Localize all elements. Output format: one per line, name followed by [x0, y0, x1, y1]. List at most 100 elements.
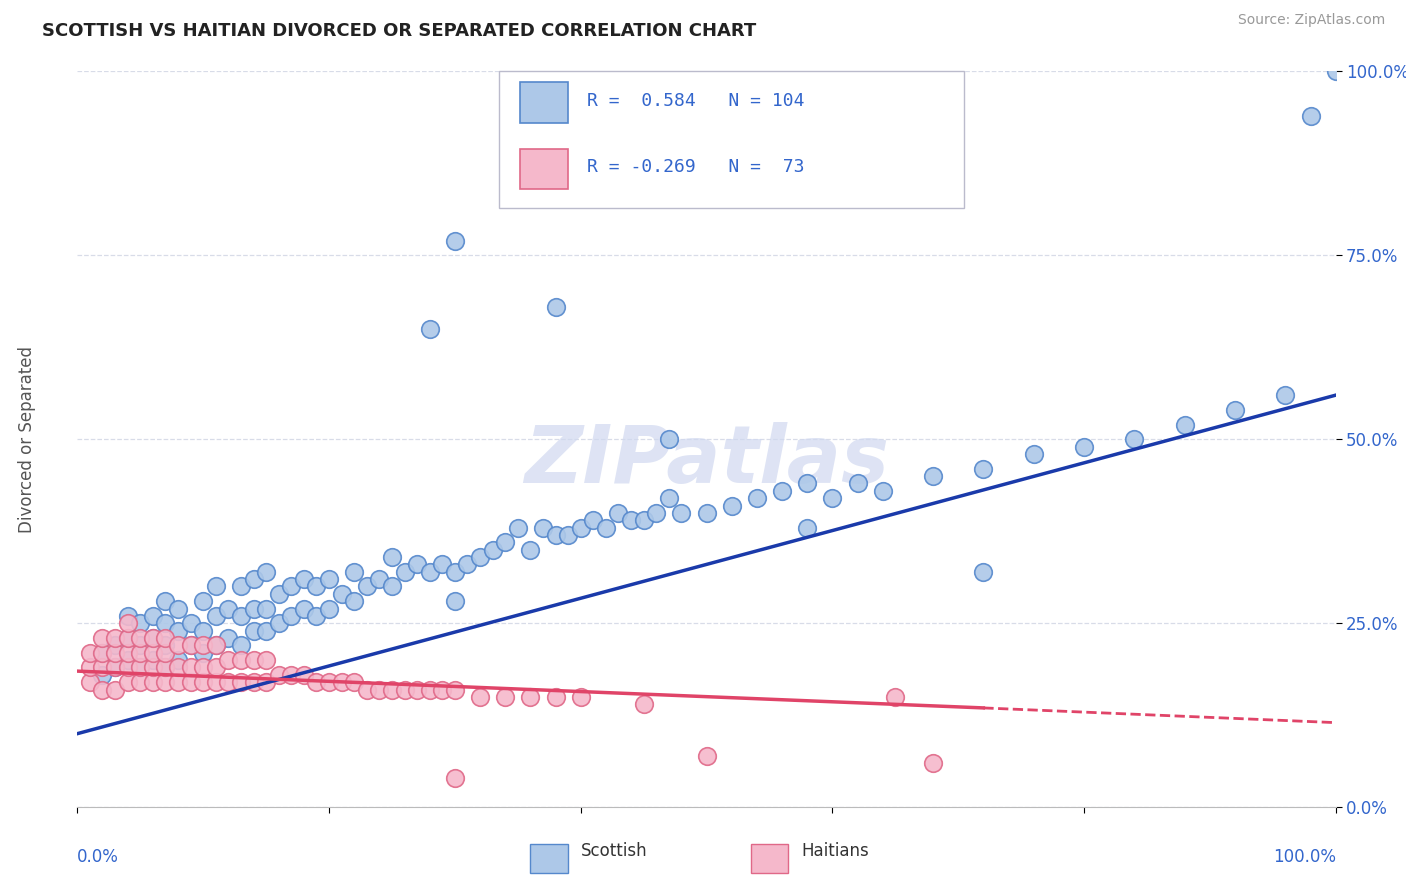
Point [129, 646, 152, 660]
Point [204, 675, 226, 690]
Point [645, 506, 668, 520]
Point [142, 660, 165, 674]
FancyBboxPatch shape [751, 844, 789, 873]
Point [254, 675, 277, 690]
Point [91, 667, 114, 681]
Point [456, 558, 478, 572]
Point [394, 565, 416, 579]
Point [142, 675, 165, 690]
Point [481, 542, 503, 557]
FancyBboxPatch shape [520, 82, 568, 123]
Point [104, 646, 127, 660]
Text: R =  0.584   N = 104: R = 0.584 N = 104 [586, 92, 804, 110]
Point [142, 631, 165, 645]
Point [406, 558, 429, 572]
Text: 100.0%: 100.0% [1272, 847, 1336, 866]
Point [343, 675, 366, 690]
Point [180, 616, 202, 631]
Point [104, 660, 127, 674]
Point [167, 601, 190, 615]
Point [658, 433, 681, 447]
Point [142, 631, 165, 645]
Point [972, 462, 994, 476]
Point [821, 491, 844, 505]
Point [155, 660, 177, 674]
Point [229, 580, 252, 594]
Point [142, 646, 165, 660]
Point [330, 587, 353, 601]
Point [305, 675, 328, 690]
FancyBboxPatch shape [499, 71, 965, 208]
Point [117, 631, 139, 645]
Point [91, 660, 114, 674]
Point [117, 631, 139, 645]
Point [204, 580, 226, 594]
Point [292, 572, 315, 586]
Point [180, 660, 202, 674]
Point [1223, 403, 1246, 417]
Point [267, 616, 290, 631]
Point [292, 667, 315, 681]
Point [254, 653, 277, 667]
Point [432, 558, 454, 572]
Point [155, 646, 177, 660]
Point [117, 616, 139, 631]
Point [381, 682, 404, 697]
Point [117, 646, 139, 660]
Point [79, 675, 101, 690]
Point [79, 646, 101, 660]
Point [519, 542, 541, 557]
Point [356, 580, 378, 594]
Point [633, 698, 655, 712]
Point [368, 572, 391, 586]
Point [280, 608, 302, 623]
Point [180, 639, 202, 653]
Point [254, 624, 277, 638]
Point [671, 506, 693, 520]
Point [419, 682, 441, 697]
Point [91, 682, 114, 697]
Point [368, 682, 391, 697]
Text: 0.0%: 0.0% [77, 847, 120, 866]
Point [217, 675, 239, 690]
Point [922, 469, 945, 483]
Point [343, 565, 366, 579]
Point [167, 675, 190, 690]
Point [155, 616, 177, 631]
Point [155, 675, 177, 690]
Point [658, 491, 681, 505]
Point [217, 631, 239, 645]
Point [770, 483, 793, 498]
Point [180, 675, 202, 690]
Point [544, 528, 567, 542]
Point [191, 624, 215, 638]
Point [167, 653, 190, 667]
Point [142, 608, 165, 623]
Point [444, 594, 467, 608]
Point [569, 521, 592, 535]
Point [531, 521, 554, 535]
Text: Divorced or Separated: Divorced or Separated [18, 346, 37, 533]
Point [142, 653, 165, 667]
Point [884, 690, 907, 704]
Point [582, 513, 605, 527]
Point [104, 639, 127, 653]
Point [155, 660, 177, 674]
Point [1022, 447, 1045, 461]
Point [406, 682, 429, 697]
Point [318, 572, 340, 586]
Point [167, 624, 190, 638]
Point [419, 565, 441, 579]
Point [217, 601, 239, 615]
Point [204, 639, 226, 653]
Point [191, 675, 215, 690]
Point [468, 549, 491, 565]
Point [696, 506, 718, 520]
Point [91, 646, 114, 660]
Point [696, 748, 718, 763]
Point [1123, 433, 1146, 447]
Point [444, 565, 467, 579]
Point [229, 653, 252, 667]
Point [318, 601, 340, 615]
Point [1174, 417, 1197, 432]
